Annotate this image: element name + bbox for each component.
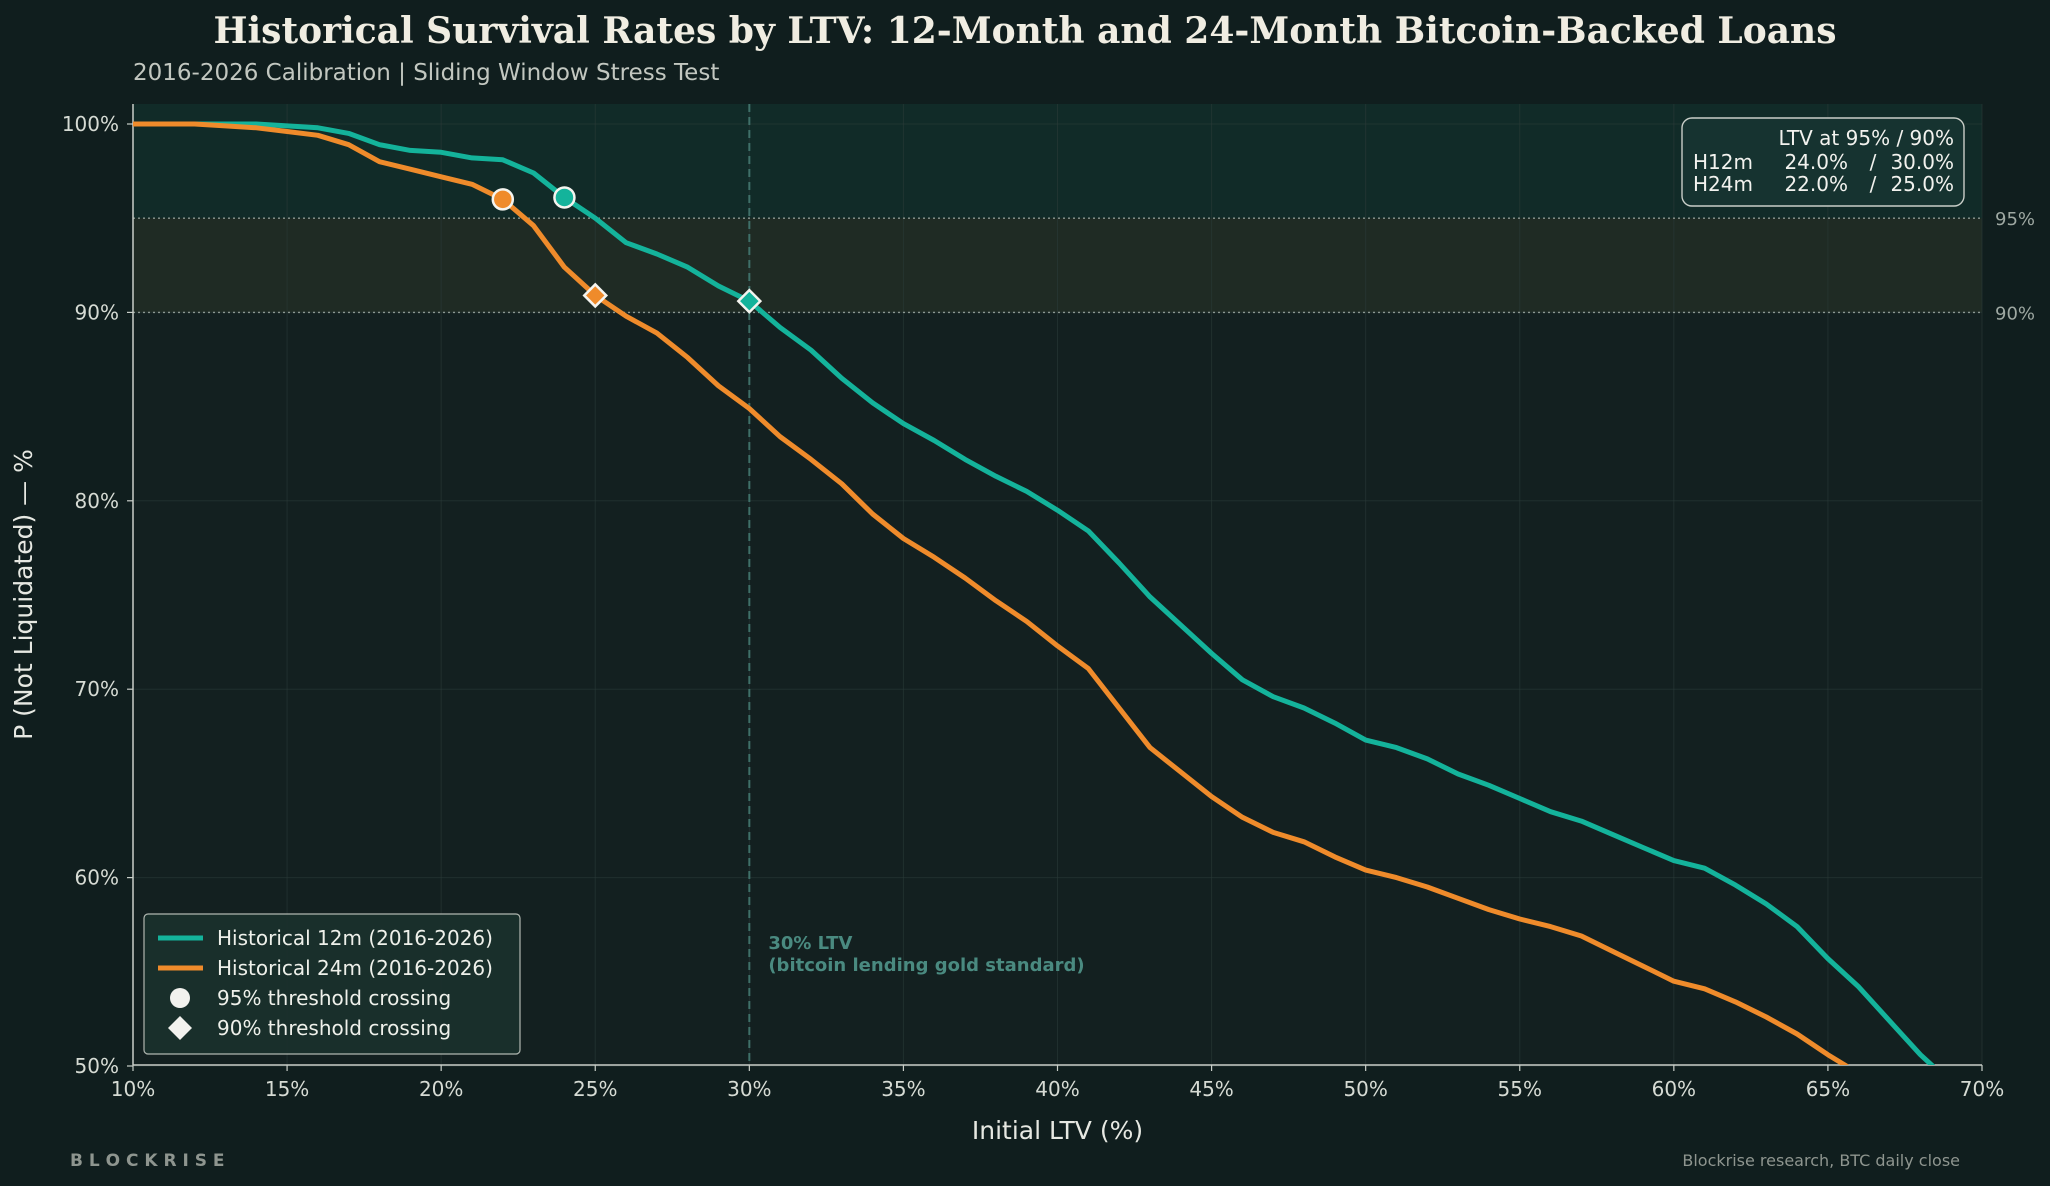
- chart-title: Historical Survival Rates by LTV: 12-Mon…: [213, 10, 1836, 52]
- legend-swatch-diamond: [168, 1016, 192, 1040]
- summary-header: LTV at 95% / 90%: [1779, 126, 1954, 150]
- legend-box: [143, 913, 521, 1055]
- x-tick-label: 10%: [111, 1077, 155, 1101]
- summary-row-95: 24.0%: [1784, 150, 1848, 174]
- legend-label: 95% threshold crossing: [217, 986, 451, 1010]
- series-line-24m: [133, 121, 1849, 1065]
- legend-label: Historical 12m (2016-2026): [217, 926, 493, 950]
- threshold-label-90: 90%: [1995, 303, 2035, 324]
- series-line-12m: [133, 121, 1935, 1065]
- marker-95-12m: [553, 186, 576, 209]
- summary-row-90: 30.0%: [1890, 150, 1954, 174]
- x-tick-label: 35%: [881, 1077, 925, 1101]
- y-tick-label: 80%: [75, 489, 119, 513]
- summary-box: LTV at 95% / 90% H12m 24.0% / 30.0% H24m 22.0%…: [1681, 117, 1965, 207]
- marker-95-24m: [491, 188, 515, 211]
- marker-90-12m: [736, 288, 763, 314]
- y-tick-label: 100%: [62, 112, 119, 136]
- x-tick-label: 55%: [1498, 1077, 1542, 1101]
- x-tick-label: 30%: [727, 1077, 771, 1101]
- x-tick-label: 25%: [573, 1077, 617, 1101]
- x-tick-label: 45%: [1189, 1077, 1233, 1101]
- brand-wordmark: B L O C K R I S E: [70, 1151, 225, 1171]
- y-tick-label: 90%: [75, 300, 119, 324]
- y-tick-label: 60%: [75, 866, 119, 890]
- x-tick-label: 65%: [1806, 1077, 1850, 1101]
- y-axis-title: P (Not Liquidated) — %: [9, 449, 38, 740]
- x-tick-label: 15%: [265, 1077, 309, 1101]
- y-tick-label: 70%: [75, 677, 119, 701]
- y-tick-label: 50%: [75, 1054, 119, 1078]
- x-tick-label: 40%: [1035, 1077, 1079, 1101]
- x-tick-label: 60%: [1652, 1077, 1696, 1101]
- summary-row-90: 25.0%: [1890, 172, 1954, 196]
- summary-box-frame: [1681, 117, 1965, 207]
- legend: Historical 12m (2016-2026) Historical 24m…: [143, 913, 521, 1055]
- legend-label: 90% threshold crossing: [217, 1016, 451, 1040]
- summary-row-sep: /: [1870, 150, 1877, 174]
- x-tick-label: 70%: [1960, 1077, 2004, 1101]
- reference-label-line2: (bitcoin lending gold standard): [768, 955, 1084, 976]
- summary-row-95: 22.0%: [1784, 172, 1848, 196]
- legend-label: Historical 24m (2016-2026): [217, 956, 493, 980]
- summary-row-sep: /: [1870, 172, 1877, 196]
- legend-swatch-circle: [170, 988, 190, 1008]
- source-note: Blockrise research, BTC daily close: [1682, 1151, 1960, 1170]
- summary-row-label: H24m: [1693, 172, 1753, 196]
- x-tick-label: 20%: [419, 1077, 463, 1101]
- threshold-label-95: 95%: [1995, 209, 2035, 230]
- chart-subtitle: 2016-2026 Calibration | Sliding Window S…: [133, 60, 719, 86]
- marker-90-24m: [582, 282, 609, 309]
- reference-label-line1: 30% LTV: [768, 933, 852, 954]
- x-axis-title: Initial LTV (%): [972, 1116, 1143, 1145]
- summary-row-label: H12m: [1693, 150, 1753, 174]
- x-tick-label: 50%: [1343, 1077, 1387, 1101]
